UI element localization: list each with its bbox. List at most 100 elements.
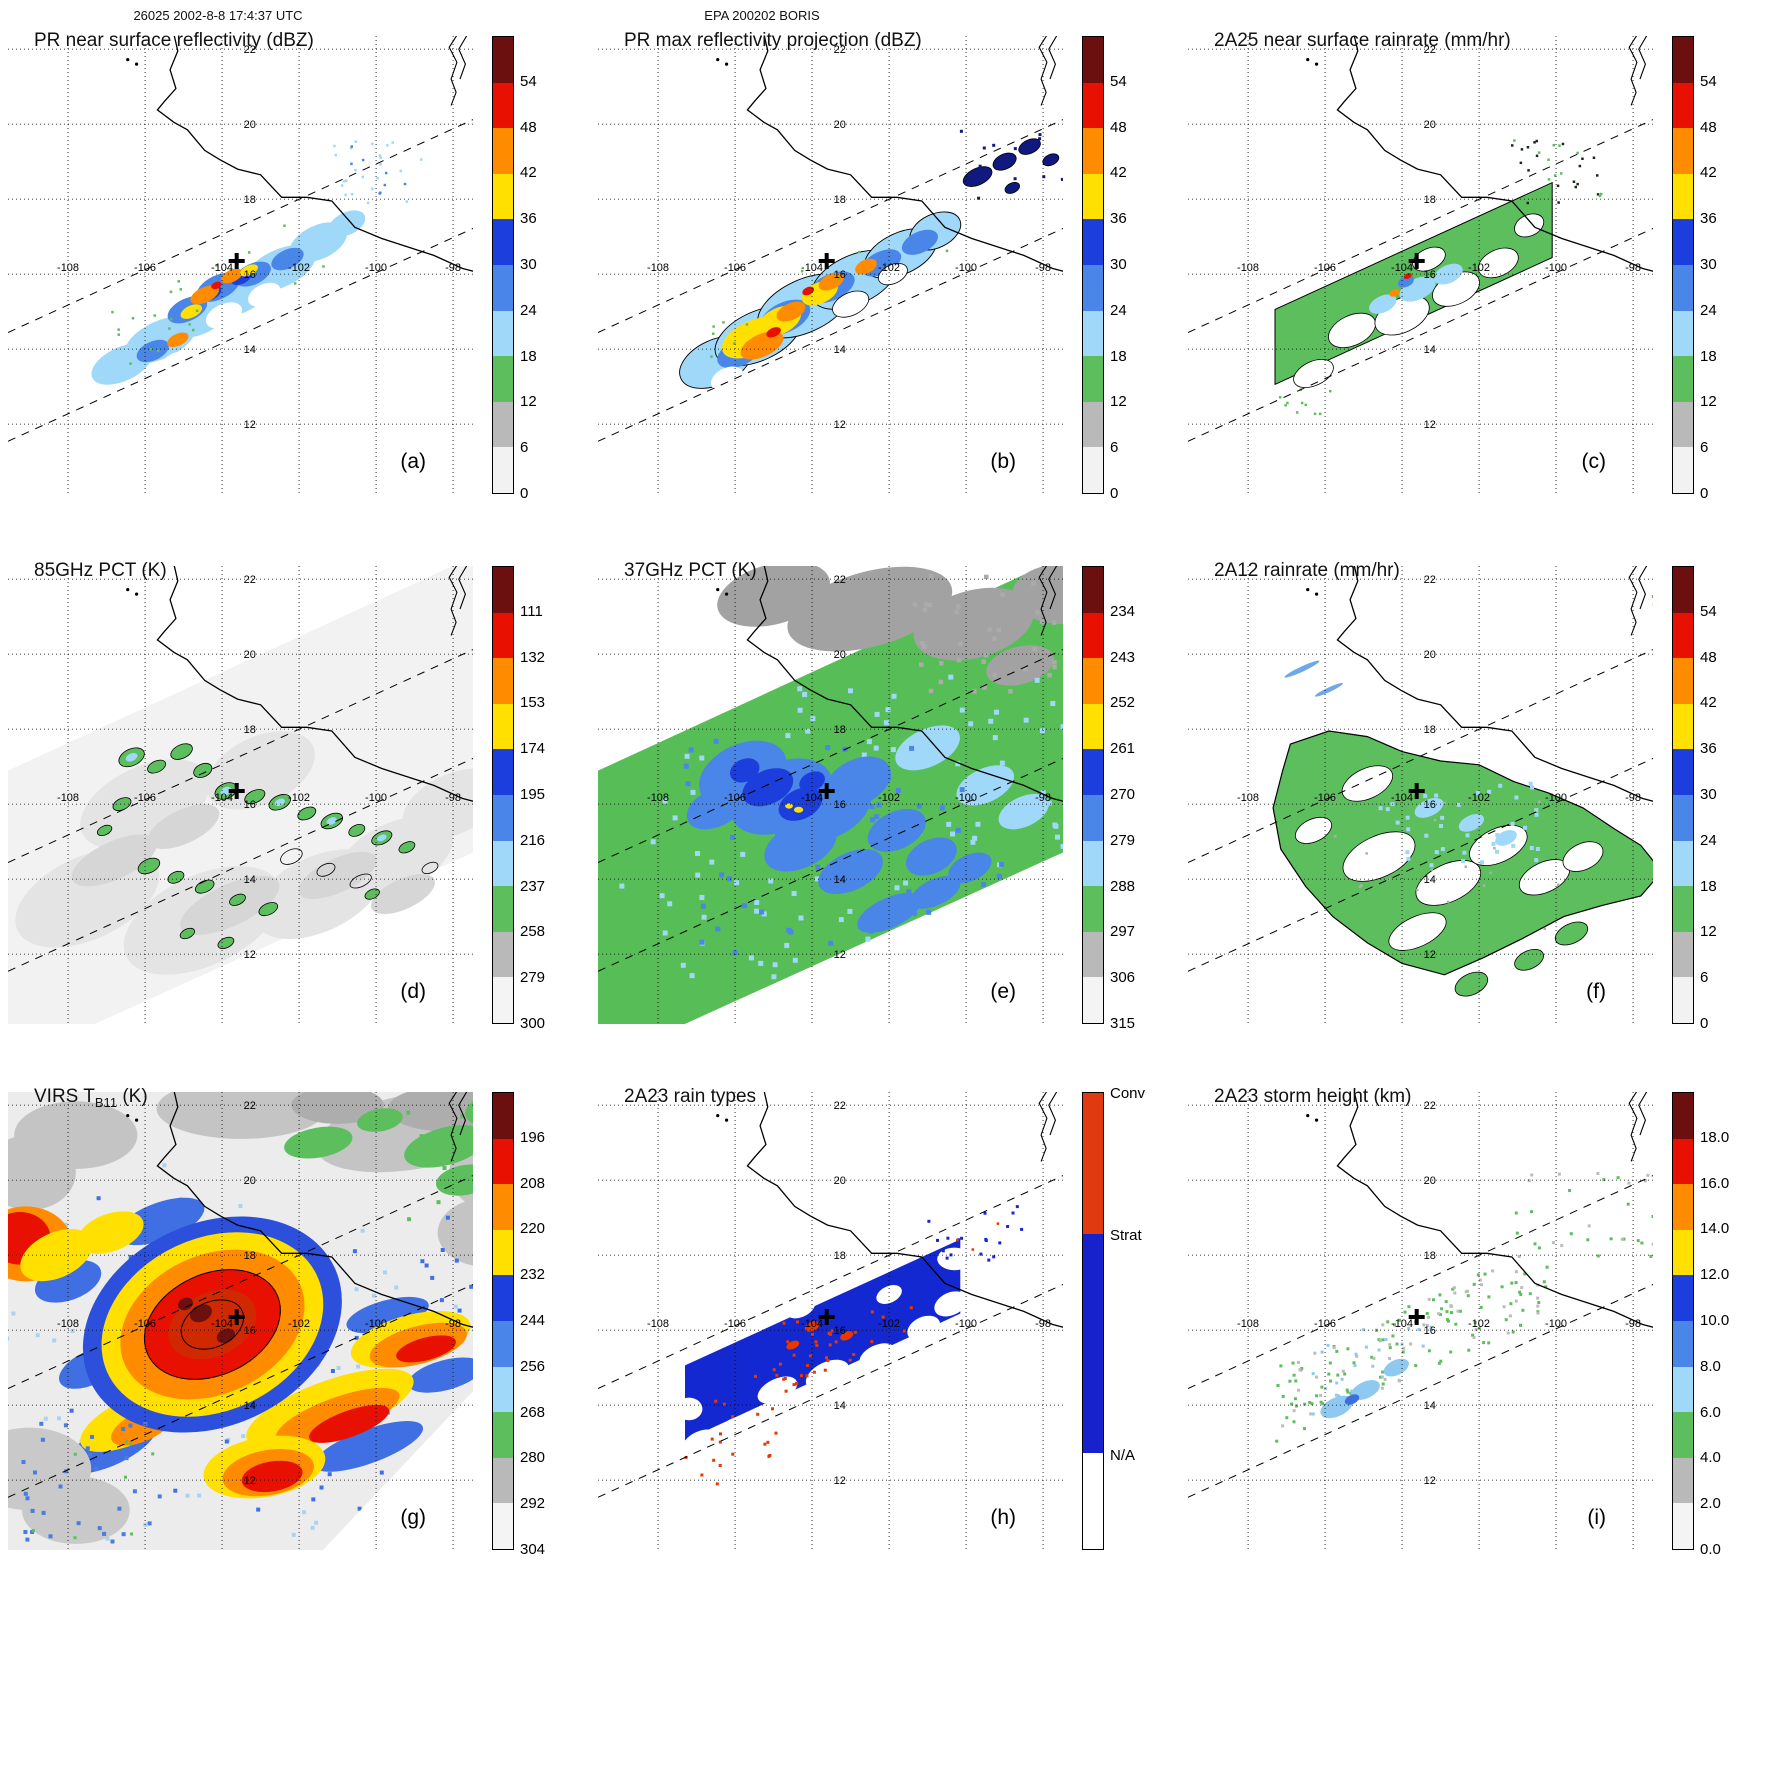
lon-label: -98 (1625, 1318, 1641, 1330)
colorbar-tick: 18 (520, 347, 537, 365)
lon-label: -108 (1237, 792, 1259, 804)
lon-label: -100 (955, 792, 977, 804)
colorbar-tick: 258 (520, 923, 546, 941)
lat-label: 22 (1424, 1100, 1436, 1112)
panel-f: 2A12 rainrate (mm/hr) -108 -106 -104 -102 -10… (1188, 560, 1771, 1032)
colorbar-tick: 16.0 (1700, 1174, 1730, 1192)
colorbar-tick: 48 (520, 118, 537, 136)
lon-label: -102 (878, 262, 900, 274)
colorbar-segment (1083, 37, 1103, 83)
lat-label: 20 (244, 119, 256, 131)
lat-label: 12 (834, 1475, 846, 1487)
colorbar-tick: 232 (520, 1266, 546, 1284)
colorbar-segment (493, 1138, 513, 1185)
colorbar-segment (1083, 1234, 1103, 1454)
graticule (1188, 566, 1653, 1024)
lat-label: 20 (834, 119, 846, 131)
colorbar-segment (1083, 977, 1103, 1023)
lat-label: 18 (834, 1250, 846, 1262)
storm-center-marker (1408, 253, 1425, 269)
panel-letter: (i) (1587, 1506, 1606, 1529)
lat-label: 22 (834, 1100, 846, 1112)
colorbar-segment (1083, 310, 1103, 357)
swath-line (8, 119, 473, 333)
colorbar-segment (493, 1320, 513, 1367)
lat-label: 22 (834, 574, 846, 586)
swath-edge-lines (8, 1175, 473, 1498)
swath-edge-lines (598, 649, 1063, 972)
colorbar-tick: 42 (520, 164, 537, 182)
graticule (1188, 1092, 1653, 1550)
lat-label: 12 (1424, 1475, 1436, 1487)
swath-line (598, 227, 1063, 442)
colorbar-tick: 6 (1700, 439, 1709, 457)
lon-label: -106 (724, 262, 746, 274)
lat-label: 20 (244, 649, 256, 661)
panel-letter: (b) (990, 450, 1016, 473)
lon-label: -108 (647, 262, 669, 274)
panel-letter: (a) (400, 450, 426, 473)
panel-d-colorbar (492, 566, 514, 1024)
panel-b-colorbar-ticks: 54 48 42 36 30 24 18 12 6 0 (1110, 36, 1182, 502)
panel-h-colorbar-ticks: Conv Strat N/A (1110, 1085, 1182, 1550)
colorbar-tick: 111 (520, 602, 543, 620)
data-layer (1275, 1172, 1653, 1443)
colorbar-segment (1673, 931, 1693, 978)
storm-center-marker (818, 783, 835, 799)
lat-label: 14 (1424, 874, 1436, 886)
colorbar-tick: 8.0 (1700, 1357, 1721, 1375)
panel-a-colorbar-ticks: 54 48 42 36 30 24 18 12 6 0 (520, 36, 592, 502)
colorbar-segment (493, 931, 513, 978)
lat-label: 14 (834, 344, 846, 356)
colorbar-tick: 153 (520, 694, 546, 712)
graticule (598, 566, 1063, 1024)
colorbar-segment (493, 1229, 513, 1276)
colorbar-segment (493, 128, 513, 174)
swath-line (598, 1283, 1063, 1498)
colorbar-tick: 4.0 (1700, 1449, 1721, 1467)
panel-b-colorbar (1082, 36, 1104, 494)
lat-label: 14 (244, 874, 256, 886)
lon-label: -102 (1468, 792, 1490, 804)
colorbar-tick: 195 (520, 786, 546, 803)
lon-label: -102 (288, 262, 310, 274)
graticule (8, 566, 473, 1024)
lat-label: 16 (244, 269, 256, 281)
colorbar-segment (1673, 1138, 1693, 1185)
colorbar-tick: 292 (520, 1495, 546, 1513)
colorbar-tick: 208 (520, 1174, 546, 1192)
swath-edge-lines (598, 119, 1063, 442)
colorbar-segment (493, 82, 513, 129)
title-subscript: B11 (94, 1094, 118, 1110)
lon-label: -104 (1391, 792, 1413, 804)
panel-c-colorbar (1672, 36, 1694, 494)
panel-g-colorbar (492, 1092, 514, 1550)
colorbar-segment (1673, 1503, 1693, 1549)
title-text: (K) (117, 1086, 148, 1107)
lat-label: 14 (834, 1400, 846, 1412)
colorbar-segment (1083, 264, 1103, 311)
colorbar-segment (493, 173, 513, 220)
colorbar-segment (493, 264, 513, 311)
colorbar-tick: 237 (520, 877, 546, 895)
lat-label: 20 (1424, 1175, 1436, 1187)
colorbar-segment (1083, 401, 1103, 448)
colorbar-tick: 36 (1110, 210, 1127, 228)
colorbar-tick: 14.0 (1700, 1220, 1730, 1238)
swath-line (598, 1175, 1063, 1389)
panel-a-map: -108 -106 -104 -102 -100 -98 22 20 18 16 14 12 (a) (8, 36, 473, 494)
panel-i-title: 2A23 storm height (km) (1214, 1086, 1412, 1107)
panel-e-map: -108 -106 -104 -102 -100 -98 22 20 18 16 14 12 (e) (598, 566, 1063, 1024)
colorbar-segment (493, 886, 513, 932)
colorbar-tick: 0 (1110, 485, 1119, 502)
lon-label: -100 (365, 262, 387, 274)
lat-label: 20 (1424, 649, 1436, 661)
lat-label: 16 (1424, 269, 1436, 281)
lon-label: -98 (445, 1318, 461, 1330)
swath-line (1188, 1283, 1653, 1498)
colorbar-segment (1083, 128, 1103, 174)
colorbar-segment (1673, 1093, 1693, 1139)
swath-edge-lines (1188, 649, 1653, 972)
colorbar-tick: 42 (1110, 164, 1127, 182)
